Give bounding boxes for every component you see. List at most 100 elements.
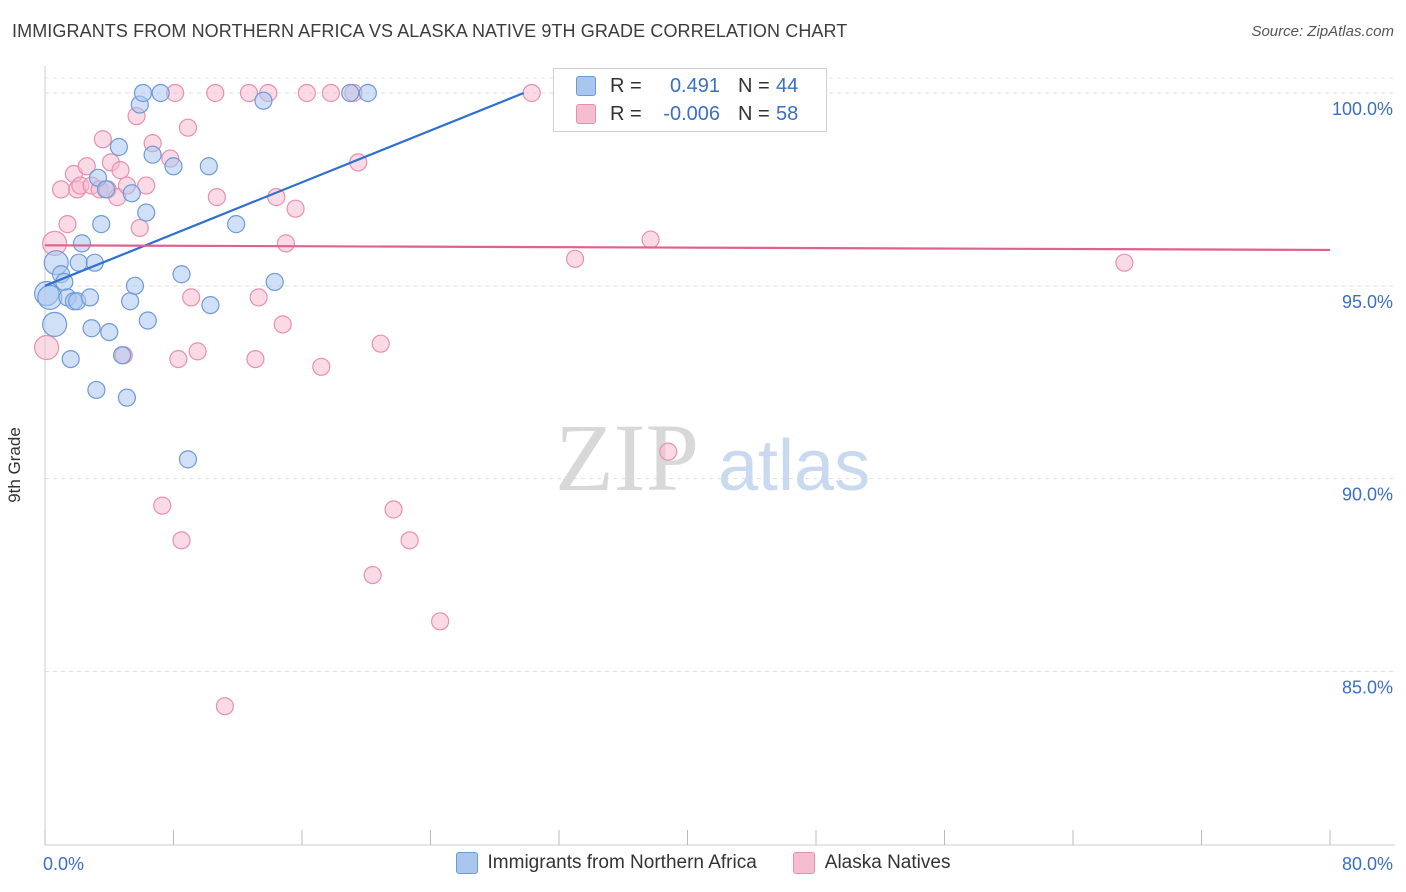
blue-point bbox=[121, 292, 140, 311]
chart-source: Source: ZipAtlas.com bbox=[1251, 23, 1394, 40]
legend-n-label: N = bbox=[738, 102, 770, 125]
pink-point bbox=[522, 83, 541, 103]
blue-point bbox=[42, 311, 68, 337]
blue-point bbox=[265, 272, 284, 292]
pink-point bbox=[58, 215, 77, 234]
pink-point bbox=[1115, 253, 1134, 272]
blue-point bbox=[137, 203, 156, 222]
blue-point bbox=[254, 91, 273, 110]
blue-point bbox=[69, 253, 88, 272]
pink-point bbox=[51, 180, 71, 199]
blue-point bbox=[82, 319, 101, 338]
legend-swatch-pink bbox=[576, 104, 596, 124]
blue-point bbox=[151, 83, 170, 103]
y-tick-label: 90.0% bbox=[1342, 485, 1393, 505]
blue-point bbox=[112, 346, 132, 365]
pink-point bbox=[321, 83, 341, 103]
pink-point bbox=[286, 199, 305, 218]
pink-point bbox=[431, 612, 450, 631]
blue-point bbox=[143, 145, 162, 164]
pink-point bbox=[641, 230, 660, 249]
watermark-atlas: atlas bbox=[718, 426, 870, 506]
pink-point bbox=[207, 188, 226, 207]
pink-point bbox=[312, 357, 331, 376]
series-name-blue: Immigrants from Northern Africa bbox=[487, 852, 757, 873]
pink-trend-line bbox=[44, 244, 1331, 252]
blue-point bbox=[87, 380, 106, 400]
pink-point bbox=[400, 531, 419, 550]
pink-point bbox=[246, 349, 265, 369]
series-legend-item-blue[interactable]: Immigrants from Northern Africa bbox=[455, 852, 757, 874]
legend-n-value: 58 bbox=[776, 102, 799, 125]
pink-point bbox=[188, 342, 207, 361]
pink-point bbox=[249, 288, 268, 307]
blue-point bbox=[109, 137, 128, 157]
blue-point bbox=[100, 322, 119, 342]
blue-point bbox=[172, 265, 191, 284]
pink-point bbox=[178, 118, 198, 137]
pink-point bbox=[276, 234, 296, 253]
pink-point bbox=[206, 83, 225, 103]
blue-point bbox=[117, 388, 137, 407]
y-axis-label: 9th Grade bbox=[5, 427, 24, 503]
watermark-zip: ZIP bbox=[555, 404, 699, 511]
blue-point bbox=[122, 184, 141, 203]
legend-r-value: 0.491 bbox=[669, 74, 720, 97]
pink-point bbox=[384, 500, 403, 519]
pink-point bbox=[363, 565, 382, 585]
blue-point bbox=[92, 215, 111, 234]
pink-point bbox=[137, 176, 156, 195]
blue-point bbox=[133, 83, 153, 103]
blue-point bbox=[164, 157, 183, 176]
pink-point bbox=[77, 157, 96, 176]
blue-point bbox=[72, 234, 92, 253]
series-name-pink: Alaska Natives bbox=[824, 852, 951, 873]
pink-point bbox=[565, 249, 585, 268]
legend-n-label: N = bbox=[738, 74, 770, 97]
legend-row-blue: R = 0.491 N = 44 bbox=[576, 73, 798, 99]
blue-point bbox=[201, 295, 220, 315]
legend-row-pink: R = -0.006 N = 58 bbox=[576, 101, 798, 127]
pink-point bbox=[182, 288, 201, 307]
pink-point bbox=[169, 349, 188, 369]
legend-n-value: 44 bbox=[776, 74, 799, 97]
blue-point bbox=[199, 157, 218, 176]
legend-r-label: R = bbox=[610, 74, 642, 97]
blue-point bbox=[341, 83, 360, 103]
blue-point bbox=[96, 180, 116, 199]
legend-r-value: -0.006 bbox=[663, 102, 720, 125]
blue-point bbox=[358, 83, 377, 103]
y-tick-label: 95.0% bbox=[1342, 292, 1393, 312]
pink-point bbox=[273, 315, 292, 334]
y-tick-label: 100.0% bbox=[1332, 99, 1393, 119]
pink-point bbox=[130, 218, 149, 238]
x-tick-label: 0.0% bbox=[43, 854, 84, 874]
blue-point bbox=[138, 311, 157, 330]
series-legend: Immigrants from Northern Africa Alaska N… bbox=[0, 852, 1406, 874]
blue-point bbox=[61, 349, 80, 369]
blue-point bbox=[80, 288, 100, 307]
pink-point bbox=[111, 161, 130, 180]
chart-title: IMMIGRANTS FROM NORTHERN AFRICA VS ALASK… bbox=[12, 21, 848, 41]
y-tick-label: 85.0% bbox=[1342, 677, 1393, 697]
pink-point bbox=[371, 334, 390, 353]
legend-r-label: R = bbox=[610, 102, 642, 125]
pink-point bbox=[34, 334, 60, 361]
pink-point bbox=[297, 83, 316, 103]
series-legend-item-pink[interactable]: Alaska Natives bbox=[792, 852, 951, 874]
pink-point bbox=[153, 496, 172, 515]
blue-trend-line bbox=[44, 91, 525, 287]
legend-swatch-blue bbox=[576, 76, 596, 96]
blue-point bbox=[37, 284, 63, 310]
pink-point bbox=[215, 697, 234, 716]
pink-point bbox=[239, 83, 259, 103]
pink-point bbox=[93, 130, 112, 149]
x-tick-label: 80.0% bbox=[1342, 854, 1393, 874]
blue-point bbox=[178, 450, 198, 469]
pink-point bbox=[659, 442, 678, 461]
blue-point bbox=[125, 276, 145, 295]
blue-point bbox=[227, 215, 246, 234]
series-swatch-pink bbox=[792, 852, 815, 874]
pink-point bbox=[172, 531, 191, 550]
